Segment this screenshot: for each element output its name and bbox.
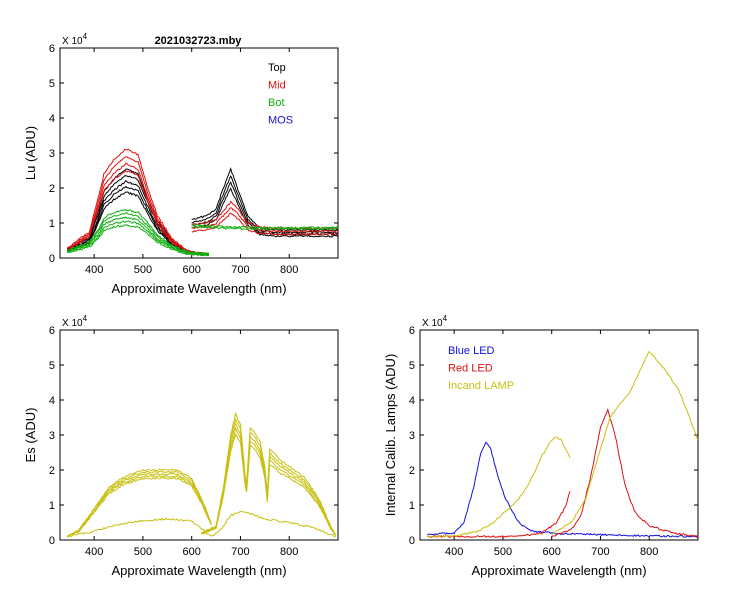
lu-series-bot-line — [66, 216, 209, 256]
lu-multiplier-exp: 4 — [83, 32, 88, 41]
es-series-es-line — [67, 476, 212, 538]
lamps-multiplier: X 104 — [422, 314, 448, 329]
lamps-series-blue-led-line — [427, 441, 698, 538]
lu-legend-mos: MOS — [268, 115, 293, 127]
lamps-series-group — [427, 350, 698, 539]
lu-series-bot-line — [67, 224, 209, 257]
lamps-multiplier-base: X 10 — [422, 318, 443, 329]
lu-ytick-label: 4 — [49, 113, 55, 125]
es-ylabel: Es (ADU) — [23, 408, 38, 463]
es-multiplier: X 104 — [62, 314, 88, 329]
lu-xtick-label: 400 — [85, 264, 103, 276]
lu-series-group — [66, 148, 338, 257]
lu-series-bot-line — [191, 225, 338, 231]
es-xtick-label: 400 — [85, 546, 103, 558]
lu-series-top-line — [66, 179, 210, 256]
lu-series-bot-line — [67, 220, 210, 256]
es-series-group — [66, 411, 337, 538]
lamps-xtick-label: 800 — [640, 546, 658, 558]
lamps-series-incand-lamp-line — [551, 350, 698, 535]
figure-title: 2021032723.mby — [155, 35, 243, 47]
lu-ytick-label: 0 — [49, 253, 55, 265]
es-xtick-label: 800 — [280, 546, 298, 558]
lamps-legend-incand-lamp: Incand LAMP — [448, 380, 514, 392]
es-multiplier-exp: 4 — [83, 314, 88, 323]
lamps-xlabel: Approximate Wavelength (nm) — [471, 563, 646, 578]
es-xlabel: Approximate Wavelength (nm) — [111, 563, 286, 578]
lu-ytick-label: 3 — [49, 148, 55, 160]
es-ytick-label: 4 — [49, 395, 55, 407]
lu-ytick-label: 6 — [49, 43, 55, 55]
lamps-ylabel: Internal Calib. Lamps (ADU) — [383, 354, 398, 517]
es-xtick-label: 500 — [134, 546, 152, 558]
lamps-ytick-label: 5 — [409, 360, 415, 372]
es-ytick-label: 0 — [49, 535, 55, 547]
es-ytick-label: 2 — [49, 465, 55, 477]
lu-series-mid-line — [67, 156, 209, 256]
es-ytick-label: 3 — [49, 430, 55, 442]
lamps-ytick-label: 1 — [409, 500, 415, 512]
lu-ytick-label: 2 — [49, 183, 55, 195]
lamps-plot-frame — [419, 329, 699, 541]
lamps-xtick-label: 400 — [445, 546, 463, 558]
es-xtick-label: 600 — [183, 546, 201, 558]
lu-ytick-label: 5 — [49, 78, 55, 90]
lamps-ytick-label: 0 — [409, 535, 415, 547]
es-plot-frame — [59, 329, 339, 541]
lu-series-bot-line — [67, 209, 209, 255]
lu-multiplier-base: X 10 — [62, 36, 83, 47]
lu-series-bot-line — [191, 224, 338, 230]
lu-legend-bot: Bot — [268, 97, 285, 109]
es-series-es-line — [67, 510, 336, 538]
lamps-xtick-label: 500 — [494, 546, 512, 558]
lamps-series-red-led-line — [551, 408, 698, 538]
lu-series-mid-line — [66, 162, 210, 256]
lu-xtick-label: 600 — [183, 264, 201, 276]
lu-ylabel: Lu (ADU) — [23, 126, 38, 180]
lu-multiplier: X 104 — [62, 32, 88, 47]
lu-series-mid-line — [66, 148, 210, 255]
lu-legend-mid: Mid — [268, 80, 286, 92]
lu-xtick-label: 800 — [280, 264, 298, 276]
lamps-xtick-label: 600 — [543, 546, 561, 558]
es-xtick-label: 700 — [231, 546, 249, 558]
lamps-ytick-label: 4 — [409, 395, 415, 407]
lu-xtick-label: 500 — [134, 264, 152, 276]
lu-ytick-label: 1 — [49, 218, 55, 230]
lamps-legend-red-led: Red LED — [448, 363, 493, 375]
lamps-multiplier-exp: 4 — [443, 314, 448, 323]
lu-series-mid-line — [191, 207, 338, 233]
es-ytick-label: 6 — [49, 325, 55, 337]
es-ytick-label: 1 — [49, 500, 55, 512]
lu-xlabel: Approximate Wavelength (nm) — [111, 281, 286, 296]
lamps-series-incand-lamp-line — [427, 436, 571, 538]
es-ytick-label: 5 — [49, 360, 55, 372]
lamps-xtick-label: 700 — [591, 546, 609, 558]
lamps-legend-blue-led: Blue LED — [448, 345, 495, 357]
es-multiplier-base: X 10 — [62, 318, 83, 329]
lu-legend-top: Top — [268, 62, 286, 74]
lamps-ytick-label: 3 — [409, 430, 415, 442]
lamps-ytick-label: 6 — [409, 325, 415, 337]
lamps-ytick-label: 2 — [409, 465, 415, 477]
lu-xtick-label: 700 — [231, 264, 249, 276]
es-series-es-line — [201, 432, 336, 536]
lamps-series-red-led-line — [427, 490, 571, 539]
lu-series-bot-line — [67, 212, 209, 256]
